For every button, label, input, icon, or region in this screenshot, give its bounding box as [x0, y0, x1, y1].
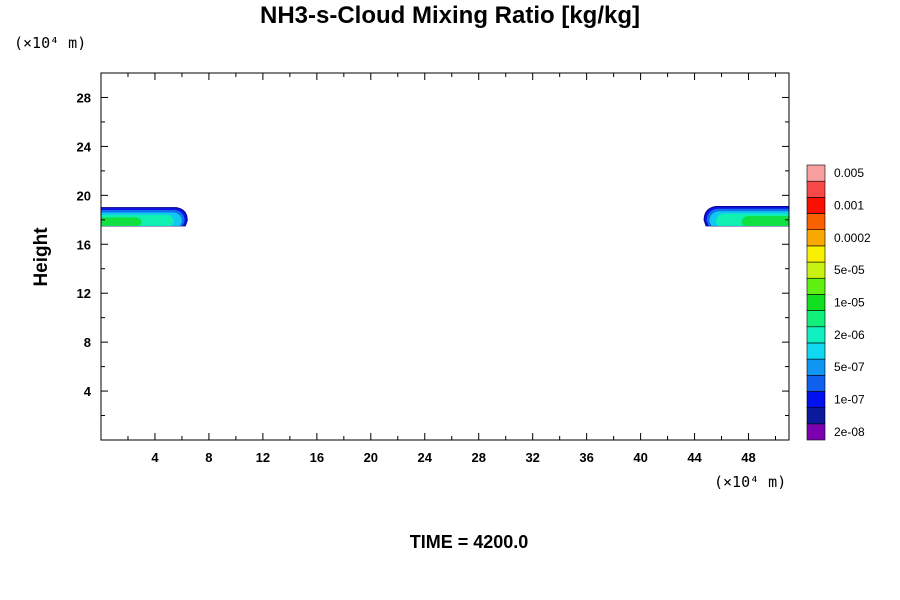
colorbar-label: 0.005: [834, 166, 864, 180]
plot-frame: [100, 72, 790, 441]
colorbar-swatch: [806, 423, 826, 441]
x-tick-label: 36: [579, 450, 593, 465]
x-tick-label: 12: [256, 450, 270, 465]
x-tick-label: 16: [310, 450, 324, 465]
right-cloud-band-4: [741, 216, 789, 226]
colorbar-swatch: [806, 261, 826, 279]
x-tick-label: 20: [364, 450, 378, 465]
colorbar-swatch: [806, 391, 826, 408]
x-tick-label: 32: [525, 450, 539, 465]
colorbar-swatch: [806, 342, 826, 360]
y-axis-unit: (×10⁴ m): [14, 34, 87, 52]
colorbar-swatch: [806, 277, 826, 295]
x-tick-label: 4: [151, 450, 159, 465]
colorbar-swatch: [806, 164, 826, 182]
colorbar-label: 5e-05: [834, 263, 865, 277]
colorbar-label: 5e-07: [834, 360, 865, 374]
colorbar-label: 2e-08: [834, 425, 865, 439]
colorbar-swatch: [806, 374, 826, 392]
x-tick-label: 8: [205, 450, 212, 465]
colorbar-swatch: [806, 245, 826, 263]
colorbar-swatch: [806, 229, 826, 247]
y-tick-label: 16: [77, 237, 91, 252]
x-axis-unit: (×10⁴ m): [714, 473, 787, 491]
colorbar-swatch: [806, 197, 826, 214]
x-tick-label: 24: [418, 450, 433, 465]
colorbar-swatch: [806, 407, 826, 425]
left-cloud-band-4: [101, 217, 142, 226]
x-tick-label: 28: [471, 450, 485, 465]
colorbar-swatch: [806, 294, 826, 311]
x-tick-label: 48: [741, 450, 755, 465]
colorbar-swatch: [806, 326, 826, 344]
colorbar-label: 1e-05: [834, 296, 865, 310]
x-tick-label: 40: [633, 450, 647, 465]
y-tick-label: 20: [77, 188, 91, 203]
colorbar-label: 1e-07: [834, 393, 865, 407]
x-tick-label: 44: [687, 450, 702, 465]
colorbar-label: 2e-06: [834, 328, 865, 342]
chart-title: NH3-s-Cloud Mixing Ratio [kg/kg]: [260, 2, 640, 29]
colorbar-swatch: [806, 310, 826, 328]
y-tick-label: 24: [77, 139, 92, 154]
colorbar-swatch: [806, 358, 826, 376]
y-tick-label: 28: [77, 90, 91, 105]
y-tick-label: 12: [77, 286, 91, 301]
colorbar-label: 0.0002: [834, 231, 871, 245]
y-tick-label: 8: [84, 335, 91, 350]
colorbar-label: 0.001: [834, 198, 864, 212]
time-footer: TIME = 4200.0: [409, 532, 529, 552]
y-tick-label: 4: [84, 384, 92, 399]
colorbar-swatch: [806, 213, 826, 231]
colorbar-swatch: [806, 180, 826, 198]
